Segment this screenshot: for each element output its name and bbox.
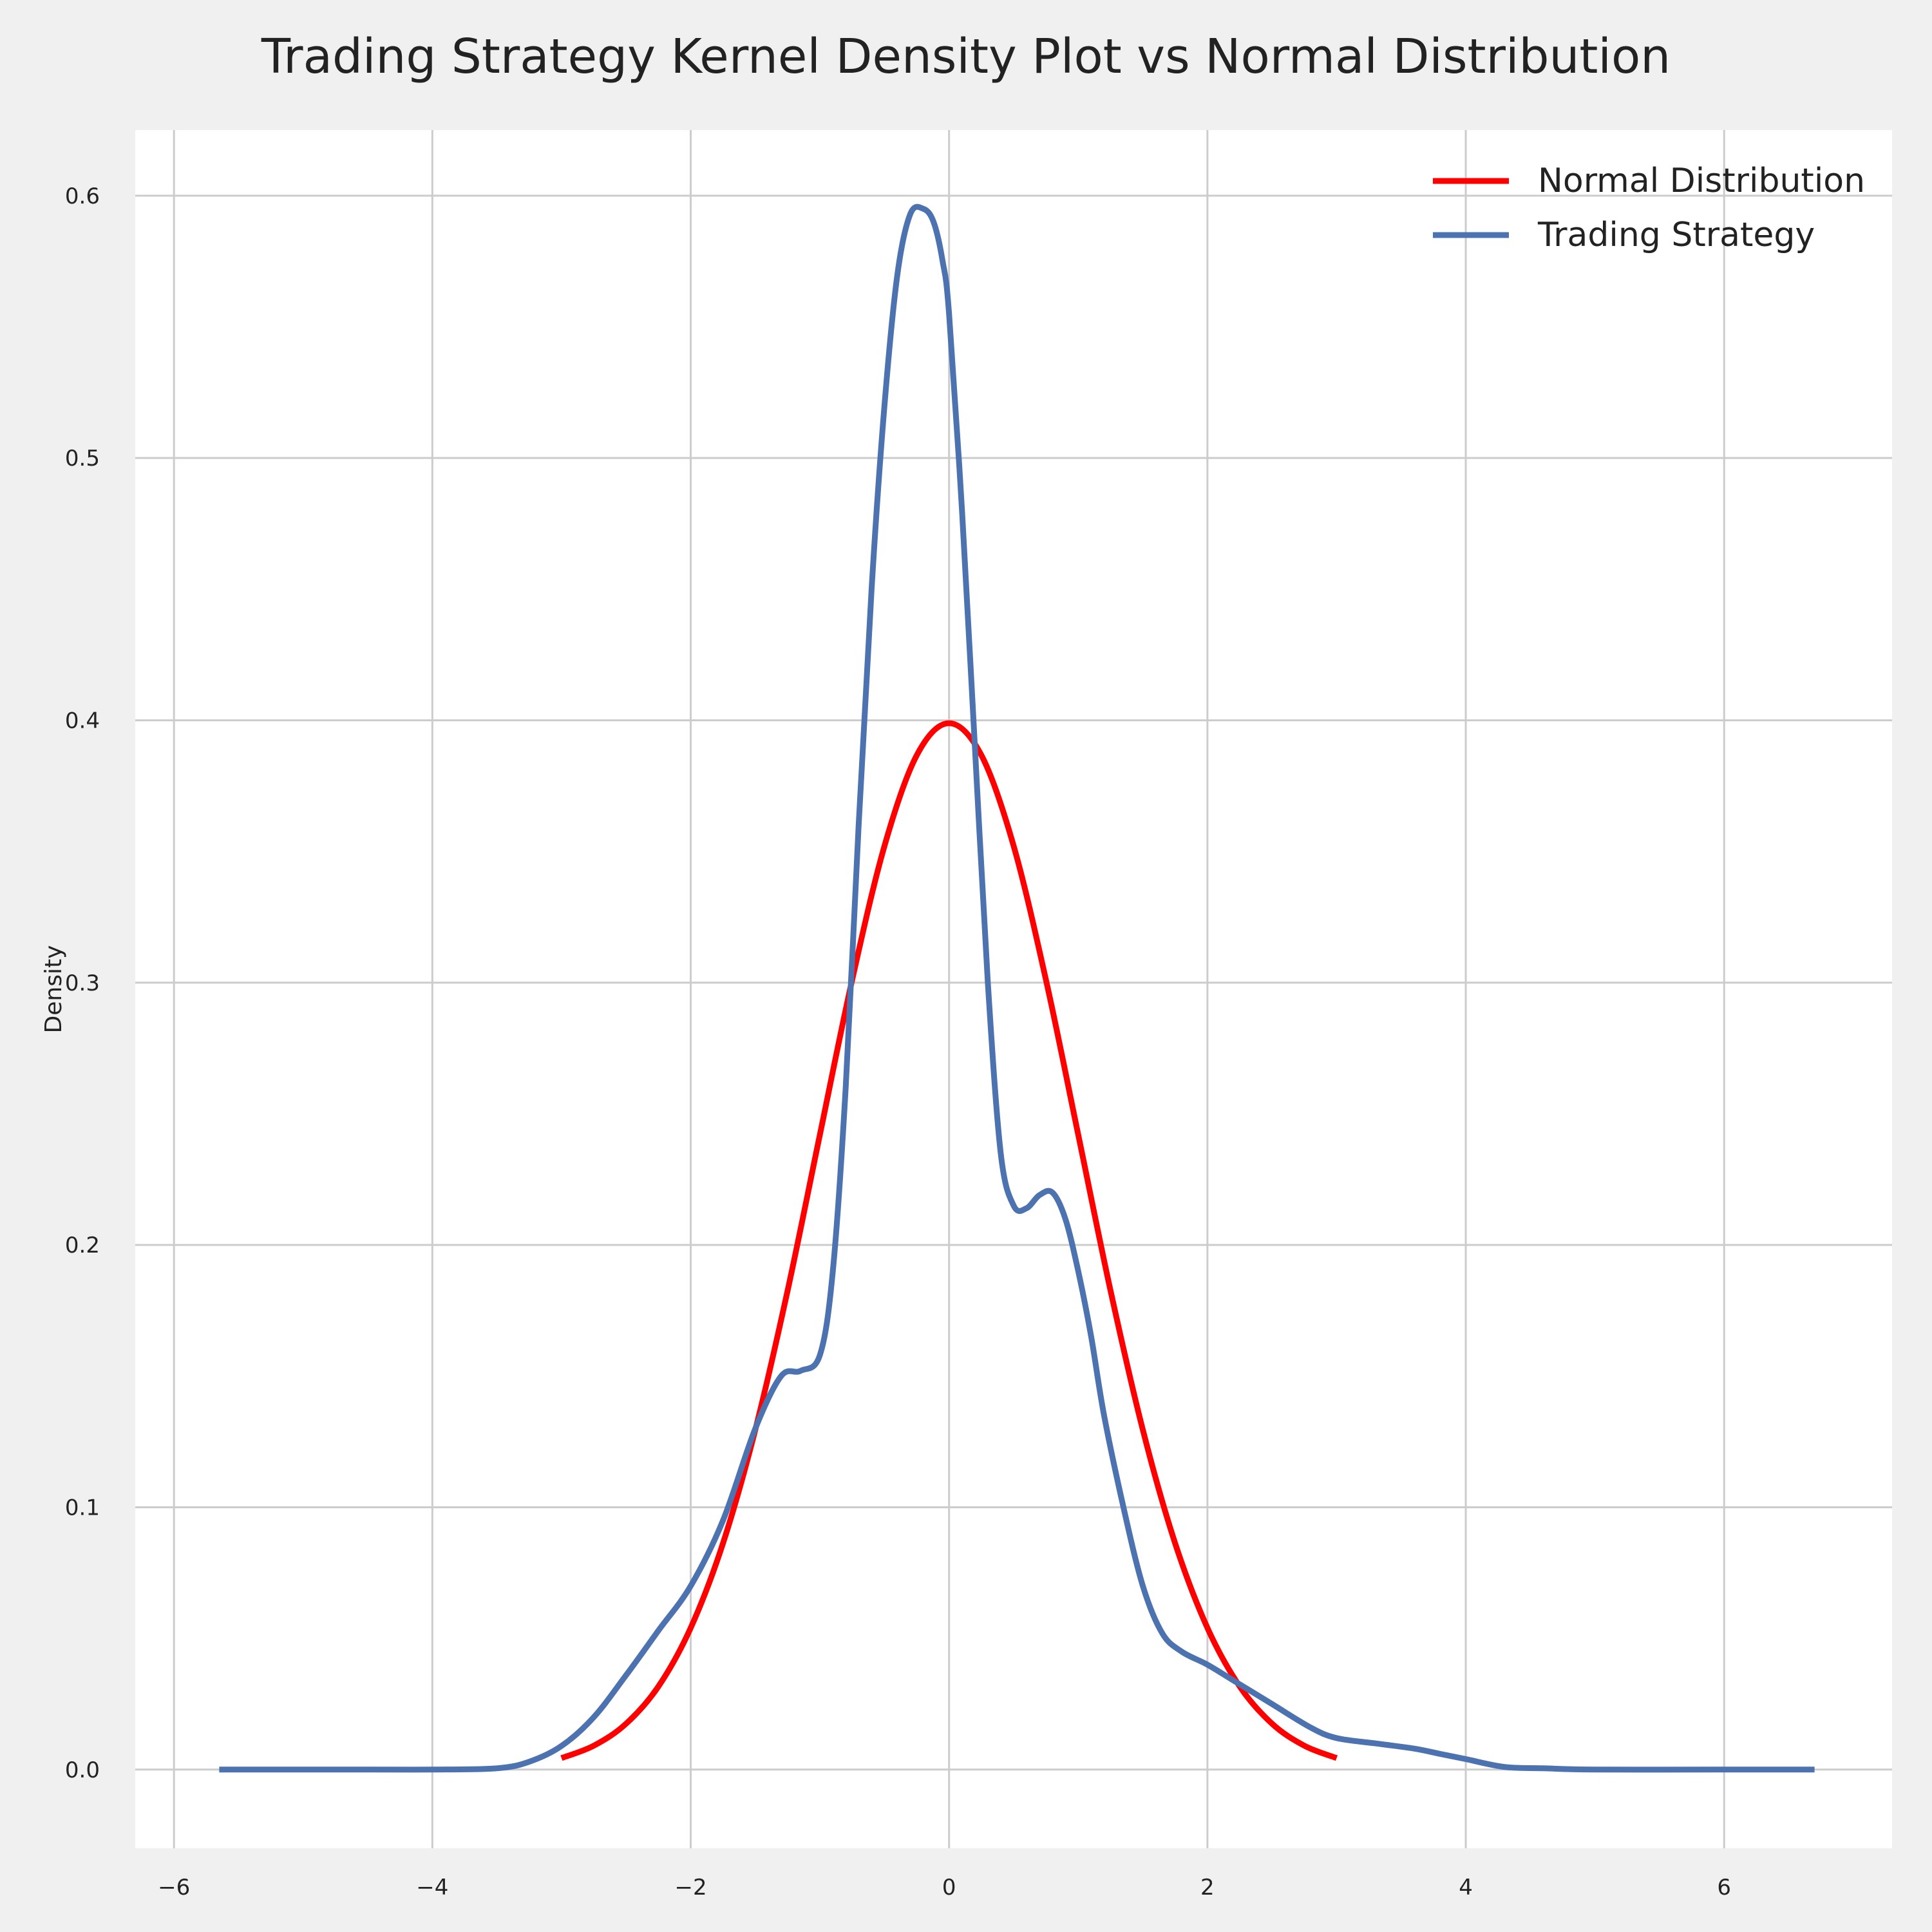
x-tick-label: 6	[1717, 1875, 1731, 1900]
series-lines	[219, 204, 1815, 1773]
x-tick-label: −6	[158, 1875, 190, 1900]
legend: Normal Distribution Trading Strategy	[1433, 162, 1865, 254]
legend-label-trading-strategy: Trading Strategy	[1537, 216, 1815, 254]
y-tick-label: 0.6	[65, 184, 100, 209]
y-tick-label: 0.1	[65, 1495, 100, 1520]
x-tick-label: 2	[1200, 1875, 1215, 1900]
x-tick-label: −2	[674, 1875, 706, 1900]
x-tick-label: −4	[416, 1875, 448, 1900]
legend-label-normal-distribution: Normal Distribution	[1538, 162, 1865, 200]
y-axis-label: Density	[41, 945, 67, 1034]
tick-labels: −6 −4 −2 0 2 4 6 0.0 0.1 0.2 0.3 0.4 0.5 0.6	[65, 184, 1731, 1900]
x-tick-label: 0	[942, 1875, 956, 1900]
series-line-trading-strategy	[219, 204, 1815, 1773]
y-tick-label: 0.5	[65, 446, 100, 471]
y-tick-label: 0.3	[65, 971, 100, 996]
chart-title: Trading Strategy Kernel Density Plot vs …	[261, 29, 1671, 84]
y-tick-label: 0.2	[65, 1233, 100, 1258]
x-tick-label: 4	[1459, 1875, 1473, 1900]
plot-area	[135, 130, 1892, 1848]
y-tick-label: 0.0	[65, 1757, 100, 1783]
series-line-normal-distribution	[560, 720, 1338, 1761]
y-tick-label: 0.4	[65, 708, 100, 734]
